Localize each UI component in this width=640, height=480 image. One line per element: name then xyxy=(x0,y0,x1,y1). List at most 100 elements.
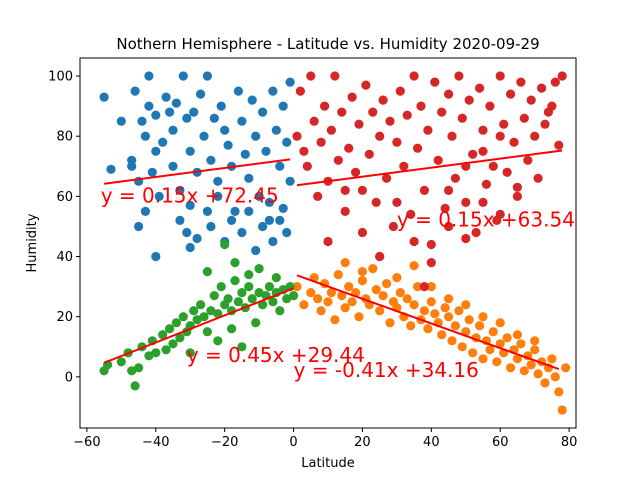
data-point xyxy=(309,116,319,126)
data-point xyxy=(247,294,257,304)
data-point xyxy=(278,203,288,213)
regression-line-2 xyxy=(103,287,294,364)
data-point xyxy=(275,306,285,316)
data-point xyxy=(316,306,326,316)
data-point xyxy=(323,297,333,307)
data-point xyxy=(478,197,488,207)
data-point xyxy=(506,363,516,373)
data-point xyxy=(395,86,405,96)
data-point xyxy=(254,288,264,298)
data-point xyxy=(423,125,433,135)
data-point xyxy=(485,101,495,111)
data-point xyxy=(158,330,168,340)
data-point xyxy=(292,131,302,141)
data-point xyxy=(130,86,140,96)
data-point xyxy=(178,312,188,322)
data-point xyxy=(313,294,323,304)
data-point xyxy=(278,101,288,111)
data-point xyxy=(240,149,250,159)
data-point xyxy=(454,71,464,81)
data-point xyxy=(392,197,402,207)
data-point xyxy=(461,233,471,244)
data-point xyxy=(530,131,540,141)
data-point xyxy=(499,119,509,129)
data-point xyxy=(530,336,540,346)
data-point xyxy=(523,155,533,165)
data-point xyxy=(199,131,209,141)
data-point xyxy=(254,264,264,274)
chart-title: Nothern Hemisphere - Latitude vs. Humidi… xyxy=(116,35,539,53)
data-point xyxy=(275,215,285,225)
data-point xyxy=(251,131,261,141)
data-point xyxy=(454,306,464,316)
data-point xyxy=(354,119,364,129)
data-point xyxy=(354,312,364,322)
data-point xyxy=(502,333,512,343)
data-point xyxy=(561,363,571,373)
data-point xyxy=(244,270,254,280)
data-point xyxy=(244,206,254,216)
data-point xyxy=(512,182,523,192)
data-point xyxy=(557,405,567,415)
x-tick-label: 40 xyxy=(423,435,440,450)
data-point xyxy=(137,116,147,126)
data-point xyxy=(426,297,436,307)
data-point xyxy=(406,321,416,331)
data-point xyxy=(554,140,564,150)
data-point xyxy=(330,71,340,81)
data-point xyxy=(344,282,354,292)
equation-label-0: y = 0.15x +72.45 xyxy=(101,183,279,207)
data-point xyxy=(461,197,471,207)
data-point xyxy=(337,291,347,301)
data-point xyxy=(337,107,347,117)
data-point xyxy=(147,167,157,177)
data-point xyxy=(196,300,206,310)
x-tick-label: −40 xyxy=(142,435,169,450)
data-point xyxy=(382,173,392,183)
data-point xyxy=(440,203,450,213)
data-point xyxy=(237,288,247,298)
data-point xyxy=(392,273,402,283)
data-point xyxy=(161,345,171,355)
data-point xyxy=(478,312,488,322)
data-point xyxy=(144,71,154,81)
data-point xyxy=(171,318,181,328)
data-point xyxy=(530,345,540,355)
data-point xyxy=(151,146,161,156)
data-point xyxy=(196,89,206,99)
data-point xyxy=(154,191,164,201)
data-point xyxy=(299,300,309,310)
data-point xyxy=(385,318,395,328)
regression-line-3 xyxy=(296,274,560,371)
data-point xyxy=(444,312,454,322)
data-point xyxy=(423,324,433,334)
y-tick-label: 0 xyxy=(65,370,73,385)
data-point xyxy=(202,267,212,277)
data-point xyxy=(299,146,309,156)
data-point xyxy=(464,315,474,325)
data-point xyxy=(495,209,505,219)
data-point xyxy=(185,242,195,253)
data-point xyxy=(202,206,212,216)
data-point xyxy=(413,282,423,292)
data-point xyxy=(344,143,354,153)
series-3 xyxy=(292,71,567,292)
equation-label-3: y = -0.41x +34.16 xyxy=(294,358,479,382)
data-point xyxy=(406,209,416,219)
data-point xyxy=(171,98,181,108)
data-point xyxy=(237,116,247,126)
series-0 xyxy=(99,71,295,262)
data-point xyxy=(220,125,230,135)
x-tick-label: −20 xyxy=(211,435,238,450)
data-point xyxy=(426,239,436,250)
data-point xyxy=(440,303,450,313)
data-point xyxy=(419,282,429,292)
data-point xyxy=(478,354,488,364)
data-point xyxy=(213,336,223,346)
data-point xyxy=(116,116,126,126)
data-point xyxy=(230,276,240,286)
data-point xyxy=(326,125,336,135)
data-point xyxy=(320,101,330,111)
data-point xyxy=(333,270,343,280)
data-point xyxy=(182,227,192,238)
